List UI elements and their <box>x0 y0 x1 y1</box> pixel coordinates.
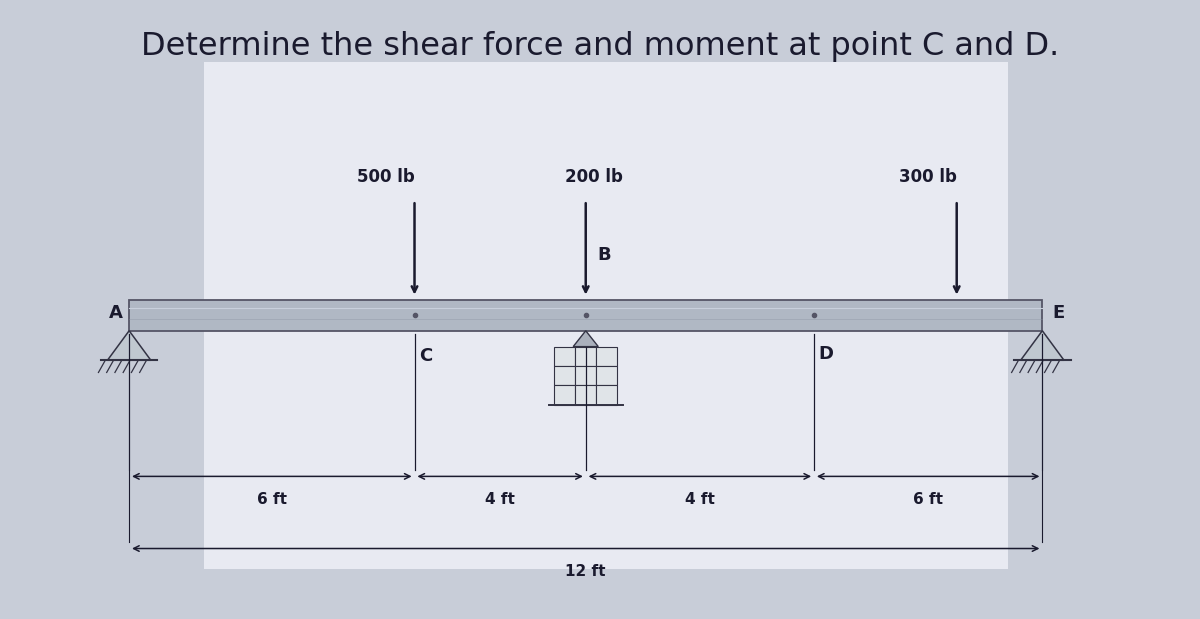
Polygon shape <box>574 331 599 347</box>
Bar <box>554 366 575 386</box>
Polygon shape <box>1021 331 1064 360</box>
Polygon shape <box>108 331 151 360</box>
Text: 300 lb: 300 lb <box>899 168 958 186</box>
Text: 6 ft: 6 ft <box>913 492 943 507</box>
Bar <box>554 386 575 405</box>
Text: A: A <box>108 304 122 322</box>
Text: 500 lb: 500 lb <box>358 168 415 186</box>
Text: 4 ft: 4 ft <box>485 492 515 507</box>
Bar <box>575 366 596 386</box>
Bar <box>596 386 617 405</box>
Bar <box>554 347 575 366</box>
Bar <box>575 347 596 366</box>
Text: D: D <box>818 345 834 363</box>
Bar <box>596 347 617 366</box>
Bar <box>596 366 617 386</box>
Text: 6 ft: 6 ft <box>257 492 287 507</box>
Text: B: B <box>598 246 611 264</box>
Text: 200 lb: 200 lb <box>565 168 623 186</box>
Text: E: E <box>1052 304 1064 322</box>
Text: 12 ft: 12 ft <box>565 564 606 579</box>
Bar <box>130 300 1043 331</box>
Bar <box>575 386 596 405</box>
Text: Determine the shear force and moment at point C and D.: Determine the shear force and moment at … <box>140 31 1060 62</box>
Text: C: C <box>419 347 432 365</box>
Text: 4 ft: 4 ft <box>685 492 715 507</box>
